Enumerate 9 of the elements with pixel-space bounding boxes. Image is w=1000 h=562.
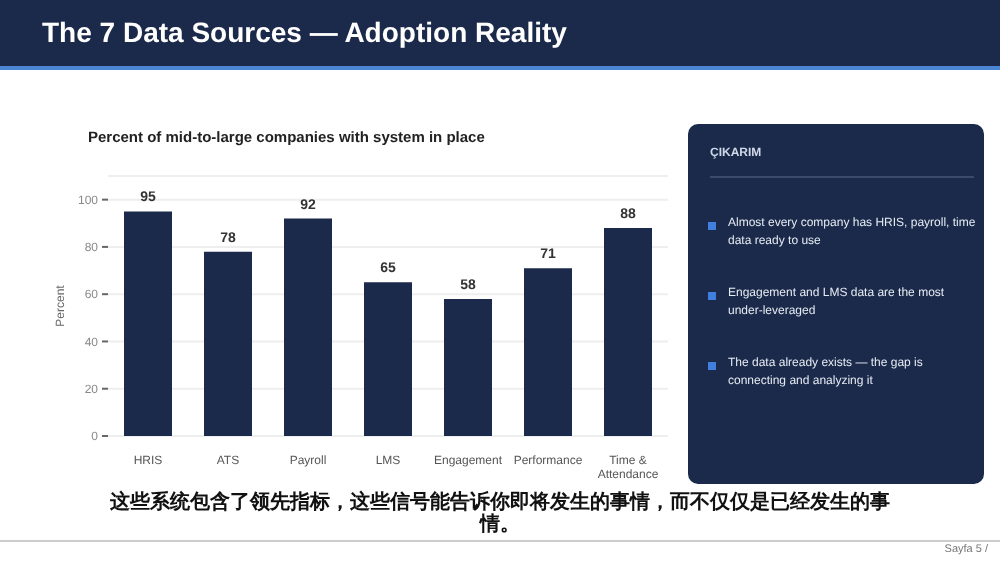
text: 这些系统包含了领先指标，这些信号能告诉你即将发生的事情，而不仅仅是已经发生的事情。 [108, 492, 892, 536]
bar [444, 298, 492, 436]
bar [284, 218, 332, 436]
bar [364, 282, 412, 436]
bar [604, 228, 652, 436]
bar [524, 268, 572, 436]
chart-title: The 7 Data Sources — Adoption Reality [42, 16, 567, 48]
bar [124, 211, 172, 436]
bar [204, 251, 252, 436]
